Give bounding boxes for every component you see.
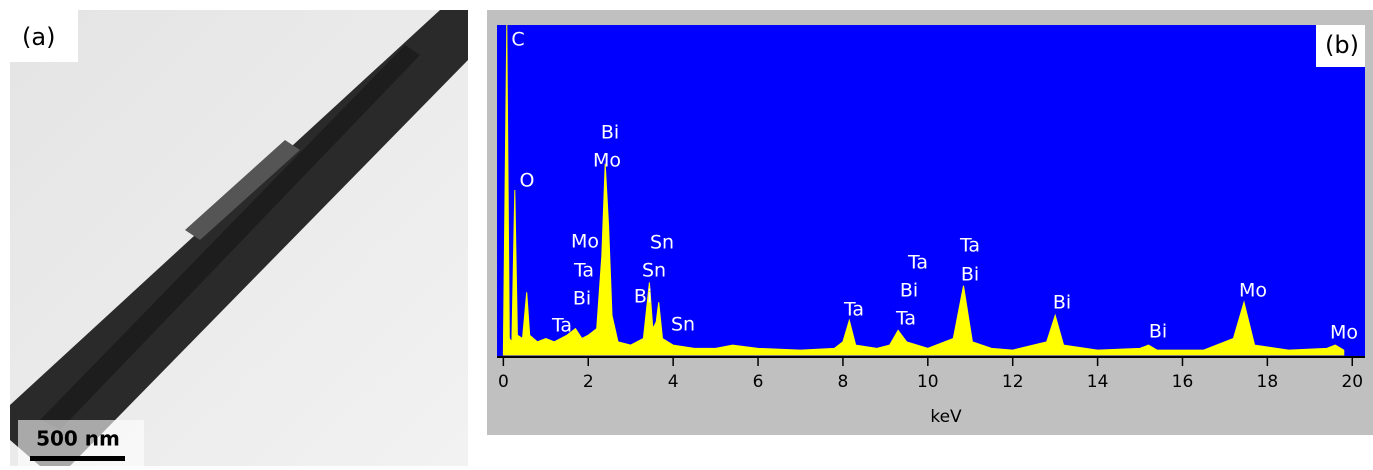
peak-label: Bi xyxy=(900,280,918,302)
x-tick-label: 2 xyxy=(583,372,594,392)
figure: (a) 500 nm (b) 0 2 4 6 8 10 12 14 16 18 20 keV C O Bi M… xyxy=(0,0,1373,466)
peak-label: Ta xyxy=(843,299,864,321)
x-tick-label: 12 xyxy=(1002,372,1024,392)
tem-image: (a) 500 nm xyxy=(10,10,468,466)
peak-label: Bi xyxy=(601,122,619,144)
scale-bar-label: 500 nm xyxy=(36,427,120,451)
peak-label: C xyxy=(511,29,524,51)
scale-bar xyxy=(30,456,125,461)
peak-label: O xyxy=(520,170,535,192)
peak-label: Ta xyxy=(907,252,928,274)
peak-label: Ta xyxy=(551,315,572,337)
x-tick-label: 18 xyxy=(1257,372,1279,392)
panel-label: (a) xyxy=(22,23,55,51)
peak-label: Ta xyxy=(959,235,980,257)
x-tick-label: 14 xyxy=(1087,372,1109,392)
peak-label: Bi xyxy=(1149,321,1167,343)
x-tick-label: 6 xyxy=(753,372,764,392)
peak-label: Sn xyxy=(642,260,666,282)
x-tick-label: 0 xyxy=(498,372,509,392)
panel-label: (b) xyxy=(1325,31,1359,59)
peak-label: Mo xyxy=(1330,322,1358,344)
plot-area xyxy=(497,25,1365,358)
peak-label: Ta xyxy=(895,308,916,330)
peak-label: Mo xyxy=(593,150,621,172)
x-tick-label: 8 xyxy=(838,372,849,392)
peak-label: Ta xyxy=(573,260,594,282)
peak-label: Bi xyxy=(1053,292,1071,314)
x-tick-label: 4 xyxy=(668,372,679,392)
peak-label: Sn xyxy=(671,314,695,336)
peak-label: Sn xyxy=(650,232,674,254)
x-tick-label: 10 xyxy=(917,372,939,392)
peak-label: Mo xyxy=(1239,280,1267,302)
peak-label: Bi xyxy=(573,288,591,310)
peak-label: Mo xyxy=(571,231,599,253)
x-tick-label: 16 xyxy=(1172,372,1194,392)
peak-label: Bi xyxy=(961,264,979,286)
x-tick-label: 20 xyxy=(1341,372,1363,392)
peak-label: Bi xyxy=(634,286,652,308)
x-axis-label: keV xyxy=(930,407,962,427)
